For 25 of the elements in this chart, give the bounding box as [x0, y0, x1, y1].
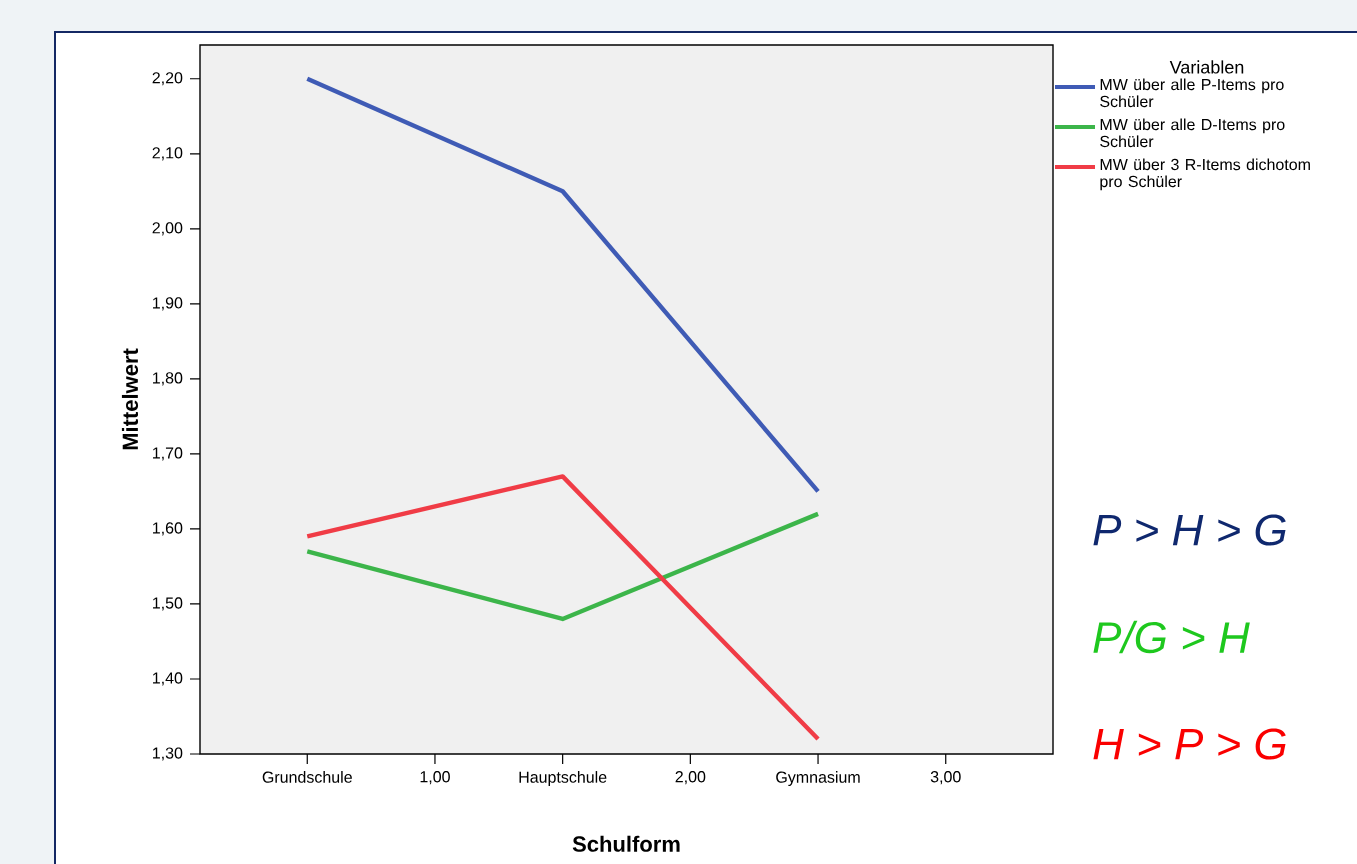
- y-tick-label: 1,40: [153, 672, 183, 686]
- x-tick-label: Grundschule: [262, 771, 352, 783]
- text: H > P > G: [1093, 728, 1286, 760]
- x-tick-label: Gymnasium: [776, 771, 860, 786]
- y-axis-title: Mittelwert: [121, 348, 139, 450]
- y-tick-label: 1,30: [153, 747, 183, 761]
- text: P > H > G: [1093, 514, 1286, 546]
- legend-label: MW über alle D-Items pro Schüler: [1100, 118, 1285, 148]
- y-tick-label: 1,60: [153, 522, 183, 536]
- y-tick-label: 2,20: [152, 72, 183, 86]
- x-tick-label: 1,00: [420, 771, 450, 785]
- x-axis-title: Schulform: [572, 835, 680, 852]
- x-tick-label: Hauptschule: [519, 771, 607, 786]
- legend-title: Variablen: [1169, 60, 1244, 74]
- legend-label: MW über 3 R-Items dichotom pro Schüler: [1100, 158, 1310, 191]
- y-tick-label: 1,50: [153, 597, 183, 611]
- y-tick-label: 2,00: [152, 222, 183, 236]
- x-tick-label: 2,00: [675, 771, 706, 785]
- legend-label: MW über alle P-Items pro Schüler: [1100, 78, 1284, 108]
- text: P/G > H: [1093, 620, 1250, 654]
- y-tick-label: 1,90: [153, 297, 183, 311]
- y-tick-label: 1,70: [153, 447, 183, 461]
- x-tick-label: 3,00: [930, 771, 961, 785]
- y-tick-label: 1,80: [153, 372, 183, 386]
- y-tick-label: 2,10: [152, 147, 183, 161]
